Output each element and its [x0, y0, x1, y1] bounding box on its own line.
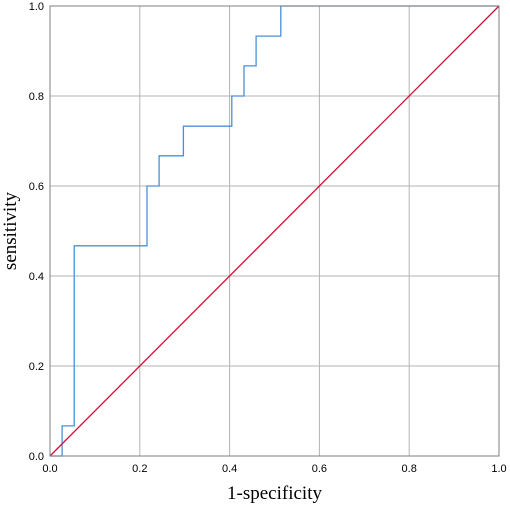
y-tick-label: 0.2 — [29, 361, 44, 373]
y-tick-label: 0.4 — [29, 271, 44, 283]
y-tick-label: 0.8 — [29, 91, 44, 103]
x-tick-label: 0.4 — [222, 463, 237, 475]
y-tick-label: 1.0 — [29, 1, 44, 13]
plot-area-border — [49, 5, 500, 457]
plot-frame — [49, 5, 500, 457]
x-tick-label: 0.6 — [312, 463, 327, 475]
series-layer — [49, 5, 500, 457]
x-tick-label: 0.2 — [132, 463, 147, 475]
x-tick-label: 1.0 — [491, 463, 506, 475]
tick-labels: 0.0 0.2 0.4 0.6 0.8 1.0 0.0 0.2 0.4 0.6 0.8 1.0 — [29, 1, 507, 475]
reference-diagonal-line — [49, 5, 500, 457]
x-tick-label: 0.0 — [42, 463, 57, 475]
y-tick-label: 0.0 — [29, 451, 44, 463]
x-axis-title: 1-specificity — [227, 483, 322, 504]
y-axis-title: sensitivity — [0, 191, 21, 270]
y-tick-label: 0.6 — [29, 181, 44, 193]
roc-curve-line — [50, 5, 499, 457]
grid-lines — [50, 6, 499, 456]
x-tick-label: 0.8 — [402, 463, 417, 475]
